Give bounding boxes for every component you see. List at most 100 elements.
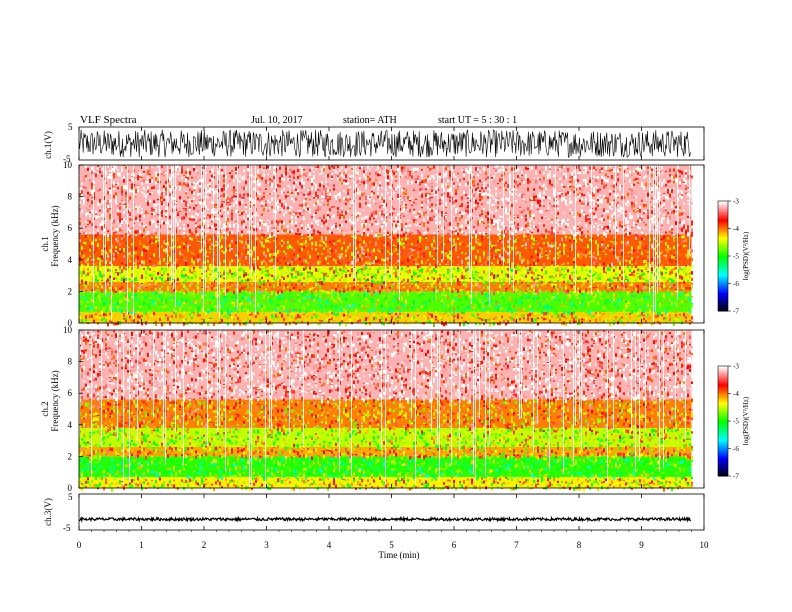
spectrogram-cell: [181, 256, 183, 259]
spectrogram-cell: [129, 289, 131, 293]
spectrogram-cell: [137, 271, 139, 273]
spectrogram-cell: [303, 216, 305, 221]
spectrogram-cell: [271, 205, 273, 209]
spectrogram-cell: [279, 279, 281, 283]
spectrogram-cell: [441, 281, 443, 283]
spectrogram-cell: [117, 248, 119, 251]
spectrogram-cell: [229, 172, 231, 174]
spectrogram-cell: [373, 191, 375, 195]
spectrogram-cell: [329, 189, 331, 192]
spectrogram-cell: [169, 246, 171, 250]
spectrogram-cell: [425, 246, 427, 251]
spectrogram-cell: [253, 274, 255, 277]
spectrogram-cell: [293, 273, 295, 278]
spectrogram-cell: [439, 309, 441, 311]
spectrogram-cell: [291, 296, 293, 298]
spectrogram-cell: [407, 265, 409, 268]
spectrogram-cell: [223, 287, 225, 289]
spectrogram-cell: [245, 285, 247, 288]
spectrogram-cell: [289, 220, 291, 223]
spectrogram-cell: [389, 185, 391, 189]
spectrogram-cell: [85, 213, 87, 217]
spectrogram-cell: [121, 168, 123, 172]
spectrogram-cell: [83, 283, 85, 287]
spectrogram-cell: [363, 167, 365, 170]
spectrogram-cell: [357, 310, 359, 315]
spectrogram-cell: [347, 177, 349, 182]
spectrogram-cell: [227, 310, 229, 315]
spectrogram-cell: [321, 239, 323, 242]
spectrogram-cell: [279, 179, 281, 184]
spectrogram-cell: [307, 273, 309, 278]
spectrogram-cell: [313, 267, 315, 269]
spectrogram-cell: [315, 268, 317, 272]
spectrogram-cell: [201, 266, 203, 269]
spectrogram-cell: [125, 199, 127, 201]
spectrogram-cell: [145, 253, 147, 258]
spectrogram-cell: [413, 289, 415, 292]
spectrogram-cell: [423, 281, 425, 284]
spectrogram-cell: [271, 177, 273, 181]
spectrogram-cell: [281, 272, 283, 275]
spectrogram-cell: [229, 243, 231, 245]
spectrogram-cell: [209, 165, 211, 167]
spectrogram-cell: [241, 297, 243, 300]
spectrogram-cell: [363, 287, 365, 292]
spectrogram-cell: [373, 185, 375, 188]
spectrogram-cell: [267, 237, 269, 240]
spectrogram-cell: [379, 319, 381, 324]
spectrogram-cell: [157, 165, 159, 168]
spectrogram-cell: [215, 266, 217, 270]
spectrogram-cell: [343, 238, 345, 242]
spectrogram-cell: [287, 312, 289, 316]
spectrogram-cell: [83, 248, 85, 252]
spectrogram-cell: [209, 194, 211, 197]
spectrogram-cell: [257, 265, 259, 270]
spectrogram-cell: [239, 302, 241, 307]
spectrogram-cell: [245, 205, 247, 208]
spectrogram-cell: [427, 316, 429, 320]
spectrogram-cell: [79, 172, 81, 174]
spectrogram-cell: [261, 267, 263, 272]
spectrogram-cell: [371, 223, 373, 226]
spectrogram-cell: [239, 181, 241, 183]
spectrogram-cell: [265, 188, 267, 190]
spectrogram-cell: [101, 204, 103, 206]
spectrogram-cell: [269, 178, 271, 181]
spectrogram-cell: [191, 316, 193, 320]
spectrogram-cell: [435, 272, 437, 274]
spectrogram-cell: [401, 223, 403, 227]
spectrogram-cell: [375, 291, 377, 296]
spectrogram-cell: [379, 212, 381, 215]
spectrogram-cell: [445, 315, 447, 318]
spectrogram-cell: [369, 177, 371, 182]
spectrogram-cell: [221, 244, 223, 248]
spectrogram-cell: [381, 258, 383, 261]
spectrogram-cell: [79, 232, 81, 235]
spectrogram-cell: [153, 210, 155, 215]
spectrogram-cell: [117, 228, 119, 231]
spectrogram-cell: [89, 320, 91, 322]
spectrogram-cell: [227, 259, 229, 261]
spectrogram-cell: [301, 267, 303, 270]
spectrogram-cell: [427, 277, 429, 280]
spectrogram-cell: [235, 171, 237, 174]
spectrogram-cell: [373, 210, 375, 215]
spectrogram-cell: [85, 210, 87, 212]
spectrogram-cell: [153, 200, 155, 204]
spectrogram-cell: [233, 189, 235, 194]
spectrogram-cell: [365, 243, 367, 248]
spectrogram-cell: [115, 320, 117, 322]
spectrogram-cell: [413, 188, 415, 191]
spectrogram-cell: [155, 241, 157, 244]
spectrogram-cell: [327, 214, 329, 218]
spectrogram-cell: [261, 229, 263, 232]
spectrogram-cell: [235, 308, 237, 311]
spectrogram-cell: [393, 237, 395, 239]
spectrogram-cell: [231, 205, 233, 207]
spectrogram-cell: [293, 253, 295, 256]
spectrogram-cell: [419, 188, 421, 192]
spectrogram-cell: [421, 268, 423, 272]
spectrogram-cell: [97, 322, 99, 325]
spectrogram-cell: [165, 287, 167, 289]
